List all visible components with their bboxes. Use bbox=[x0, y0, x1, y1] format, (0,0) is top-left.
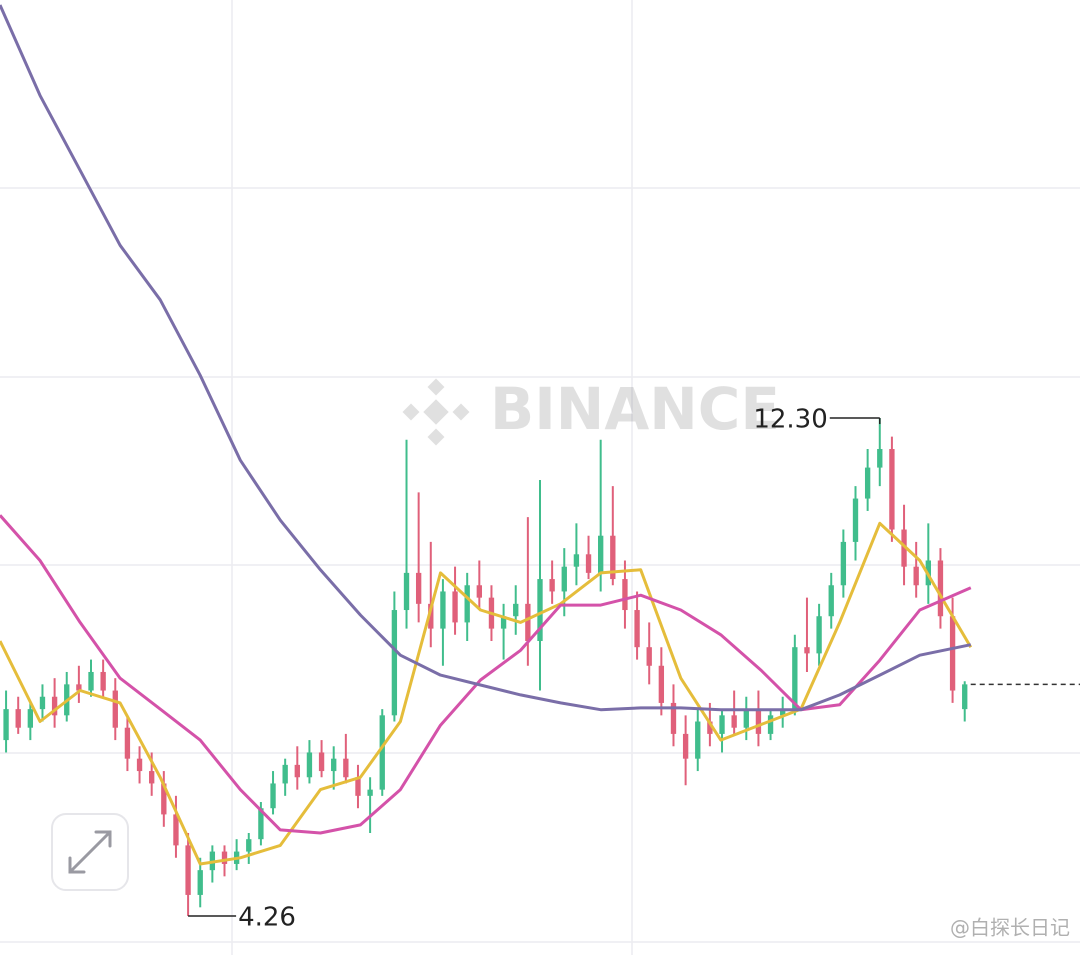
candle-body bbox=[39, 696, 46, 710]
candle-body bbox=[598, 535, 604, 573]
candle-body bbox=[3, 709, 9, 741]
candle-body bbox=[792, 647, 798, 710]
candle-body bbox=[877, 449, 883, 468]
expand-button[interactable] bbox=[51, 813, 129, 891]
candle-body bbox=[403, 572, 410, 611]
candle-body bbox=[185, 845, 191, 895]
annotation-label: 4.26 bbox=[238, 902, 296, 932]
candle-body bbox=[282, 764, 288, 784]
candle-body bbox=[828, 585, 834, 617]
candle-body bbox=[306, 752, 313, 778]
candle-body bbox=[124, 727, 131, 759]
candle-body bbox=[889, 449, 895, 530]
watermark-logo bbox=[402, 378, 470, 446]
watermark-text: BINANCE bbox=[490, 375, 780, 443]
candle-body bbox=[391, 610, 398, 716]
candle-body bbox=[112, 690, 118, 728]
candle-body bbox=[513, 603, 519, 617]
candle-body bbox=[962, 684, 968, 710]
candle-body bbox=[15, 709, 21, 728]
candle-body bbox=[937, 560, 944, 617]
candle-body bbox=[88, 671, 94, 691]
candle-body bbox=[149, 771, 155, 784]
candle-body bbox=[840, 541, 847, 586]
candle-body bbox=[707, 721, 713, 734]
candle-body bbox=[622, 579, 628, 611]
candle-body bbox=[767, 715, 774, 734]
annotation-label: 12.30 bbox=[753, 405, 827, 435]
candle-body bbox=[670, 702, 677, 734]
expand-icon bbox=[68, 830, 112, 874]
candle-body bbox=[537, 579, 543, 642]
candle-body bbox=[525, 603, 531, 642]
candle-body bbox=[682, 733, 689, 759]
candle-body bbox=[173, 814, 179, 846]
candle-body bbox=[415, 572, 422, 604]
watermark: BINANCE bbox=[402, 375, 780, 446]
candle-body bbox=[658, 665, 665, 703]
candle-body bbox=[136, 758, 143, 772]
candle-body bbox=[743, 709, 749, 728]
candle-body bbox=[913, 566, 919, 586]
candle-body bbox=[221, 851, 228, 864]
candle-body bbox=[949, 616, 956, 691]
candle-body bbox=[100, 671, 106, 691]
credit: @白探长日记 bbox=[950, 916, 1070, 940]
moving-average-line bbox=[0, 514, 972, 835]
candle-body bbox=[270, 783, 276, 809]
candle-body bbox=[197, 870, 203, 895]
candle-body bbox=[27, 709, 34, 728]
candle-body bbox=[246, 839, 252, 852]
candle-body bbox=[585, 554, 592, 573]
candle-body bbox=[573, 554, 580, 567]
candle-body bbox=[695, 721, 701, 759]
moving-average-line bbox=[0, 4, 972, 712]
candle-body bbox=[719, 715, 725, 734]
candle-body bbox=[816, 616, 822, 654]
candle-body bbox=[901, 529, 907, 567]
candle-body bbox=[852, 498, 859, 542]
candle-body bbox=[452, 591, 458, 623]
candle-body bbox=[464, 585, 470, 623]
candle-body bbox=[367, 789, 373, 796]
candle-body bbox=[500, 616, 507, 629]
candle-body bbox=[331, 758, 337, 772]
candle-body bbox=[440, 591, 446, 629]
candle-body bbox=[731, 715, 737, 728]
candle-body bbox=[343, 758, 349, 778]
candle-body bbox=[646, 647, 652, 666]
candle-body bbox=[561, 566, 567, 592]
candle-body bbox=[51, 696, 58, 716]
candle-body bbox=[76, 684, 82, 691]
candle-body bbox=[379, 715, 385, 790]
candle-body bbox=[258, 808, 264, 840]
candle-body bbox=[634, 610, 640, 648]
candle-body bbox=[755, 709, 762, 734]
candle-body bbox=[780, 709, 786, 716]
candle-body bbox=[864, 467, 871, 499]
moving-average-line bbox=[0, 521, 973, 866]
candle-body bbox=[294, 764, 300, 778]
candle-body bbox=[428, 603, 434, 629]
candle-body bbox=[610, 535, 616, 580]
candle-body bbox=[161, 783, 167, 815]
plot: 4.26 12.30 bbox=[0, 4, 1080, 932]
candle-body bbox=[318, 752, 325, 772]
candle-body bbox=[549, 579, 555, 592]
candle-body bbox=[476, 585, 482, 598]
candle-body bbox=[804, 647, 810, 654]
candle-body bbox=[355, 777, 361, 796]
